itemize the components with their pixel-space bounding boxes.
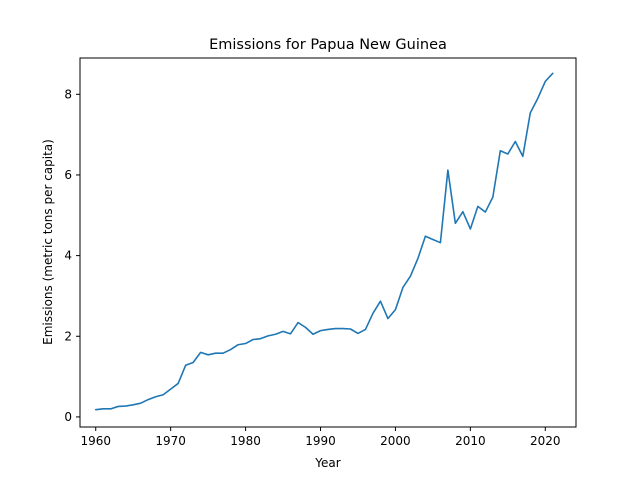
x-axis-ticks: 1960 1970 1980 1990 2000 2010 2020	[80, 427, 561, 448]
y-tick-label: 2	[64, 329, 72, 343]
y-axis-label: Emissions (metric tons per capita)	[41, 139, 55, 345]
y-tick-label: 8	[64, 87, 72, 101]
x-tick-label: 1960	[80, 434, 111, 448]
series-line	[94, 72, 554, 411]
plot-frame	[79, 57, 577, 428]
x-tick-label: 1970	[155, 434, 186, 448]
chart-title: Emissions for Papua New Guinea	[209, 37, 447, 53]
x-tick-label: 2010	[455, 434, 486, 448]
y-tick-label: 0	[64, 410, 72, 424]
x-tick-label: 2000	[380, 434, 411, 448]
y-tick-label: 4	[64, 249, 72, 263]
x-tick-label: 2020	[530, 434, 561, 448]
x-axis-label: Year	[314, 456, 340, 470]
y-tick-label: 6	[64, 168, 72, 182]
series-group	[94, 72, 554, 411]
x-tick-label: 1990	[305, 434, 336, 448]
y-axis-ticks: 0 2 4 6 8	[64, 87, 80, 424]
x-tick-label: 1980	[230, 434, 261, 448]
